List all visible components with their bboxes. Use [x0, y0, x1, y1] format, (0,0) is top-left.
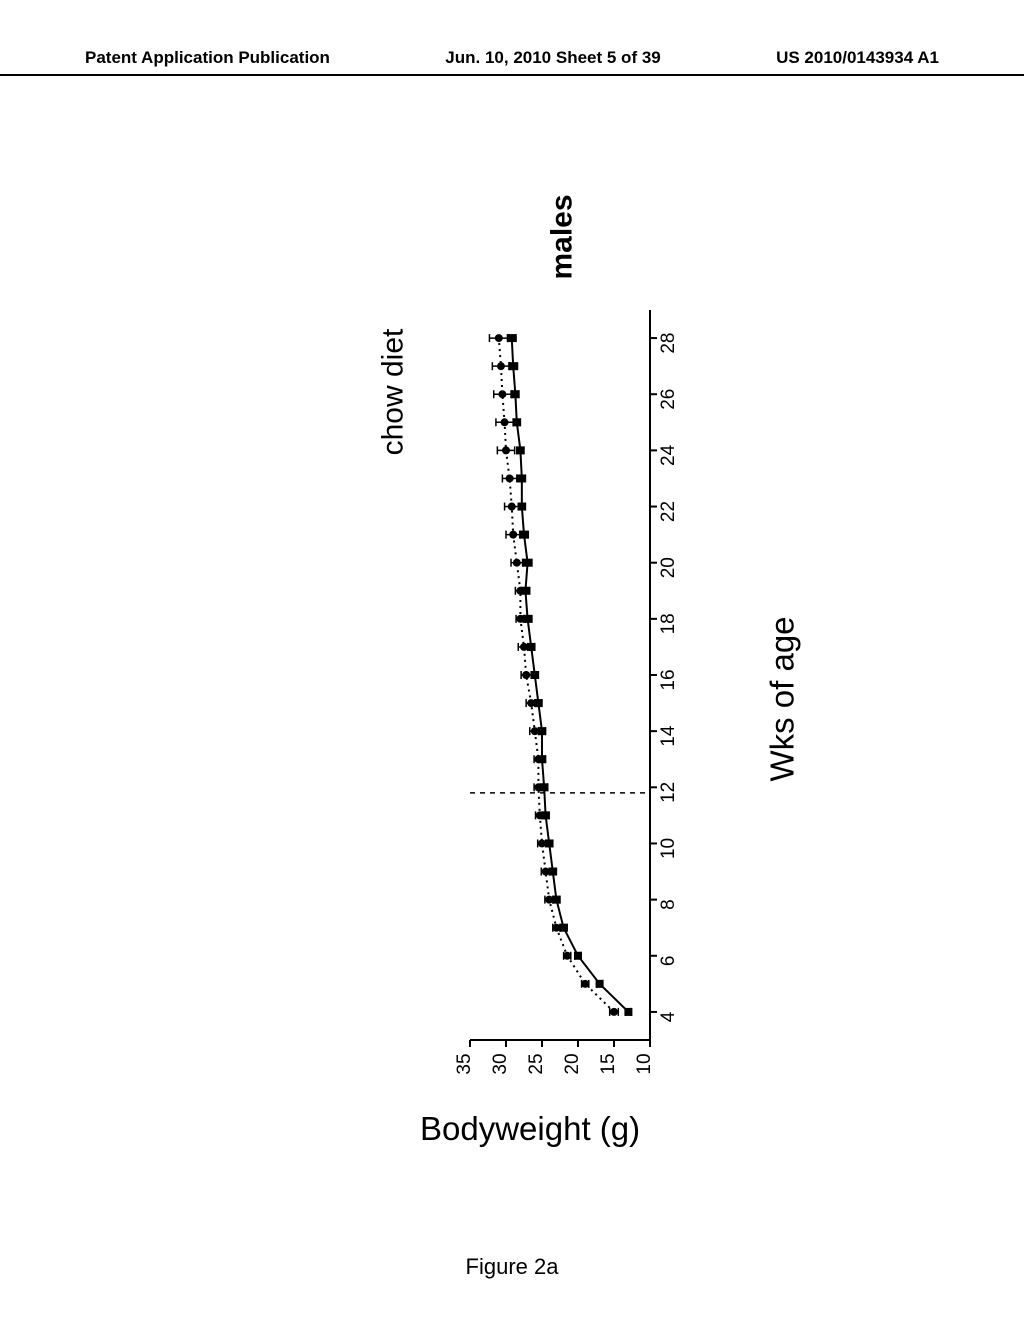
y-tick-label: 10 — [634, 1053, 655, 1074]
chart-svg: 10 15 20 25 30 35 4 6 8 10 12 14 16 18 20 22 24 26 28 — [140, 160, 860, 1160]
y-tick-label: 30 — [490, 1053, 511, 1074]
header-left: Patent Application Publication — [85, 48, 330, 68]
y-tick-label: 15 — [598, 1053, 619, 1074]
x-tick-label: 26 — [658, 389, 679, 410]
y-tick-label: 20 — [562, 1053, 583, 1074]
x-tick-label: 14 — [658, 725, 679, 747]
figure-area: males chow diet Bodyweight (g) Wks of ag… — [140, 160, 860, 1160]
x-tick-label: 18 — [658, 613, 679, 634]
x-tick-label: 20 — [658, 557, 679, 578]
x-tick-label: 16 — [658, 669, 679, 690]
header-right: US 2010/0143934 A1 — [776, 48, 939, 68]
x-tick-label: 12 — [658, 782, 679, 803]
page-header: Patent Application Publication Jun. 10, … — [0, 48, 1024, 76]
x-tick-label: 10 — [658, 838, 679, 859]
x-tick-label: 8 — [658, 899, 679, 910]
figure-caption: Figure 2a — [0, 1254, 1024, 1280]
x-tick-label: 22 — [658, 501, 679, 522]
x-tick-label: 4 — [658, 1011, 679, 1022]
x-tick-label: 28 — [658, 333, 679, 354]
y-tick-label: 25 — [526, 1053, 547, 1074]
x-tick-label: 6 — [658, 955, 679, 966]
x-tick-label: 24 — [658, 444, 679, 466]
header-center: Jun. 10, 2010 Sheet 5 of 39 — [445, 48, 660, 68]
series-line-series1 — [499, 338, 614, 1012]
y-tick-label: 35 — [454, 1053, 475, 1074]
